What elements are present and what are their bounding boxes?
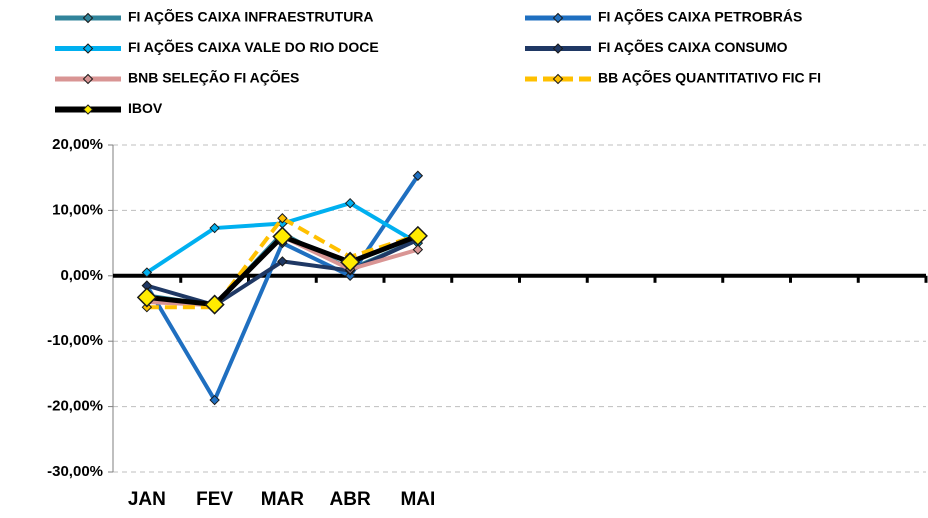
legend-marker <box>82 12 94 24</box>
legend-marker <box>82 43 94 54</box>
y-tick-label: -20,00% <box>47 398 103 415</box>
legend-marker <box>82 104 94 115</box>
data-point <box>277 256 288 267</box>
legend-marker <box>552 43 564 54</box>
legend-label: BNB SELEÇÃO FI AÇÕES <box>128 69 299 86</box>
x-tick-label: MAR <box>261 489 305 510</box>
legend-label: BB AÇÕES QUANTITATIVO FIC FI <box>598 69 821 86</box>
data-point <box>136 287 157 308</box>
legend-label: FI AÇÕES CAIXA INFRAESTRUTURA <box>128 8 374 25</box>
data-point <box>272 226 293 247</box>
data-point <box>412 244 424 255</box>
x-tick-label: MAI <box>400 489 435 510</box>
y-tick-label: 20,00% <box>52 136 103 153</box>
legend-label: FI AÇÕES CAIXA VALE DO RIO DOCE <box>128 38 379 55</box>
data-point <box>407 225 428 246</box>
y-tick-label: 0,00% <box>60 267 103 284</box>
legend-marker <box>552 12 564 24</box>
data-point <box>340 252 361 273</box>
data-point <box>141 267 153 278</box>
legend-marker <box>82 73 94 85</box>
legend-label: IBOV <box>128 100 163 116</box>
data-point <box>209 394 220 406</box>
legend-marker <box>552 73 564 85</box>
x-tick-label: ABR <box>330 489 371 510</box>
data-point <box>344 270 356 282</box>
series-line <box>145 174 420 403</box>
legend-label: FI AÇÕES CAIXA CONSUMO <box>598 38 788 55</box>
data-point <box>412 170 424 181</box>
data-point <box>344 197 356 209</box>
y-tick-label: 10,00% <box>52 201 103 218</box>
x-tick-label: FEV <box>196 489 233 510</box>
x-tick-label: JAN <box>128 489 166 510</box>
y-tick-label: -10,00% <box>47 332 103 349</box>
series-line <box>146 216 419 310</box>
data-point <box>277 213 288 224</box>
y-tick-label: -30,00% <box>47 463 103 480</box>
data-point <box>209 222 220 234</box>
data-point <box>204 294 225 315</box>
legend-label: FI AÇÕES CAIXA PETROBRÁS <box>598 8 802 25</box>
